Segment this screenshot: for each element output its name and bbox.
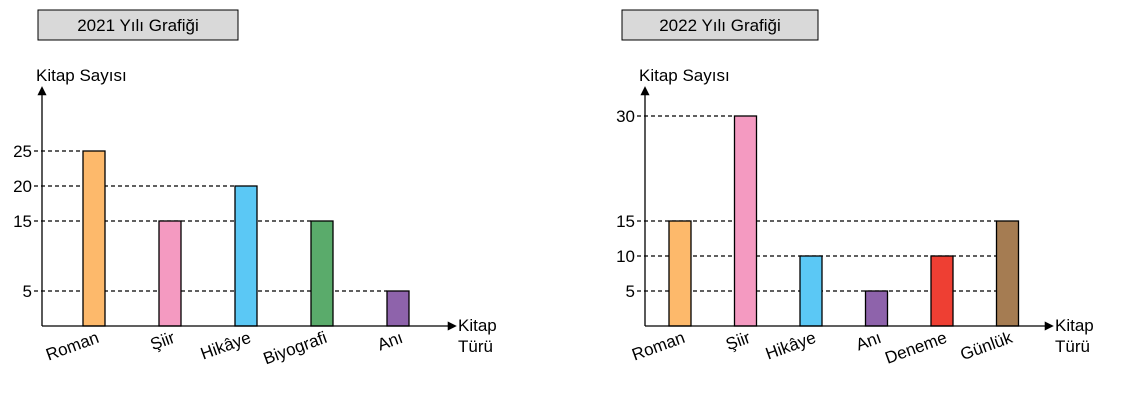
x-tick-label: Şiir xyxy=(148,328,178,354)
y-tick-label: 15 xyxy=(616,212,635,231)
y-tick-label: 5 xyxy=(626,282,635,301)
y-tick-label: 30 xyxy=(616,107,635,126)
y-axis-label: Kitap Sayısı xyxy=(36,66,127,85)
bar xyxy=(386,290,410,327)
bar xyxy=(864,290,889,327)
chart-title: 2022 Yılı Grafiği xyxy=(659,16,781,35)
bar xyxy=(995,220,1020,327)
x-tick-label: Deneme xyxy=(882,328,949,368)
x-tick-label: Şiir xyxy=(723,328,753,354)
x-tick-label: Günlük xyxy=(958,328,1016,364)
y-tick-label: 20 xyxy=(13,177,32,196)
bar xyxy=(158,220,182,327)
x-tick-label: Anı xyxy=(853,328,883,355)
x-tick-label: Roman xyxy=(43,328,101,365)
x-tick-label: Hikâye xyxy=(763,328,818,364)
x-tick-label: Roman xyxy=(629,328,687,365)
x-axis-label: Kitap Türü xyxy=(458,316,497,356)
y-tick-label: 5 xyxy=(23,282,32,301)
chart-title: 2021 Yılı Grafiği xyxy=(77,16,199,35)
y-tick-label: 15 xyxy=(13,212,32,231)
x-axis-label: Kitap Türü xyxy=(1055,316,1094,356)
title-box xyxy=(621,9,819,41)
bar xyxy=(82,150,106,327)
bar xyxy=(733,115,758,327)
bar xyxy=(234,185,258,327)
y-tick-label: 25 xyxy=(13,142,32,161)
bar xyxy=(668,220,692,327)
bar xyxy=(310,220,334,327)
x-tick-label: Hikâye xyxy=(198,328,253,364)
title-box xyxy=(37,9,239,41)
y-tick-label: 10 xyxy=(616,247,635,266)
bar xyxy=(799,255,823,327)
bar xyxy=(930,255,954,327)
y-axis-label: Kitap Sayısı xyxy=(639,66,730,85)
x-tick-label: Biyografi xyxy=(261,328,330,368)
x-tick-label: Anı xyxy=(375,328,405,355)
